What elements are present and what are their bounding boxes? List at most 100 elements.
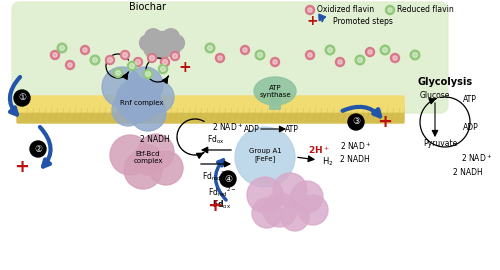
Circle shape	[128, 62, 136, 70]
Circle shape	[162, 59, 168, 65]
Text: ATP: ATP	[285, 125, 299, 134]
Circle shape	[127, 67, 163, 103]
Circle shape	[120, 50, 130, 59]
Circle shape	[102, 67, 142, 107]
Circle shape	[124, 151, 162, 189]
Circle shape	[281, 203, 309, 231]
Circle shape	[270, 58, 280, 66]
Text: Etf-Bcd
complex: Etf-Bcd complex	[133, 151, 163, 164]
Circle shape	[380, 45, 390, 55]
FancyBboxPatch shape	[17, 107, 404, 123]
Circle shape	[168, 35, 184, 51]
Ellipse shape	[254, 77, 296, 105]
Text: Fd$_{\rm red}$$^{2-}$: Fd$_{\rm red}$$^{2-}$	[208, 185, 236, 199]
Text: ATP
synthase: ATP synthase	[259, 85, 291, 97]
Circle shape	[148, 53, 156, 62]
Circle shape	[146, 72, 150, 76]
Text: 2 NADH: 2 NADH	[140, 136, 170, 144]
Circle shape	[162, 29, 180, 46]
Text: +: +	[208, 197, 222, 215]
Circle shape	[308, 53, 312, 57]
Circle shape	[144, 69, 152, 79]
Circle shape	[208, 46, 212, 50]
Circle shape	[138, 134, 174, 170]
Circle shape	[205, 43, 215, 53]
Text: Fd$_{\rm ox}$: Fd$_{\rm ox}$	[212, 199, 232, 211]
Text: Pyruvate: Pyruvate	[423, 139, 457, 148]
Circle shape	[328, 48, 332, 52]
Circle shape	[258, 52, 262, 58]
Circle shape	[92, 58, 98, 62]
Circle shape	[220, 171, 236, 187]
Circle shape	[388, 8, 392, 12]
Circle shape	[170, 52, 179, 60]
Circle shape	[30, 141, 46, 157]
Circle shape	[160, 66, 166, 72]
Circle shape	[133, 145, 163, 175]
Text: +: +	[14, 158, 30, 176]
Text: 2 NADH: 2 NADH	[453, 168, 483, 177]
FancyBboxPatch shape	[270, 91, 280, 109]
Circle shape	[50, 50, 59, 59]
Circle shape	[243, 48, 247, 52]
Circle shape	[306, 50, 314, 59]
Circle shape	[114, 69, 122, 77]
Text: ①: ①	[18, 93, 26, 103]
Circle shape	[336, 58, 344, 66]
Circle shape	[80, 46, 90, 55]
Text: Promoted steps: Promoted steps	[333, 16, 393, 25]
Circle shape	[410, 50, 420, 60]
Circle shape	[134, 58, 142, 66]
Text: Glucose: Glucose	[420, 91, 450, 100]
Text: 2 NAD$^+$: 2 NAD$^+$	[212, 121, 243, 133]
Text: Oxidized flavin: Oxidized flavin	[317, 5, 374, 15]
Circle shape	[263, 193, 297, 227]
Circle shape	[122, 52, 128, 58]
Circle shape	[116, 78, 160, 122]
Circle shape	[255, 50, 265, 60]
Circle shape	[136, 59, 140, 65]
Circle shape	[110, 135, 150, 175]
Circle shape	[273, 60, 277, 64]
Circle shape	[308, 8, 312, 12]
Circle shape	[144, 29, 162, 46]
Text: Fd$_{\rm ox}$: Fd$_{\rm ox}$	[207, 133, 225, 146]
Circle shape	[154, 44, 170, 59]
Circle shape	[218, 56, 222, 60]
Circle shape	[247, 177, 283, 213]
Circle shape	[142, 81, 174, 113]
Text: 2 NAD$^+$: 2 NAD$^+$	[340, 140, 371, 152]
Text: 2 NADH: 2 NADH	[340, 155, 370, 164]
Circle shape	[106, 56, 114, 65]
Circle shape	[68, 63, 72, 67]
FancyBboxPatch shape	[17, 96, 404, 112]
Circle shape	[338, 60, 342, 64]
Text: ④: ④	[224, 174, 232, 184]
Circle shape	[348, 114, 364, 130]
Text: ②: ②	[34, 144, 42, 154]
Circle shape	[53, 53, 57, 57]
Circle shape	[382, 48, 388, 52]
Text: ATP: ATP	[463, 95, 477, 104]
Circle shape	[140, 35, 156, 51]
Circle shape	[130, 63, 134, 69]
Circle shape	[112, 94, 144, 126]
Circle shape	[368, 50, 372, 54]
Circle shape	[235, 127, 295, 187]
Circle shape	[57, 43, 67, 53]
Circle shape	[165, 42, 180, 57]
Circle shape	[90, 55, 100, 65]
Text: +: +	[306, 14, 318, 28]
Circle shape	[130, 95, 166, 131]
Text: Glycolysis: Glycolysis	[418, 77, 472, 87]
Circle shape	[66, 60, 74, 69]
Circle shape	[386, 5, 394, 15]
Text: ③: ③	[352, 117, 360, 127]
Text: ADP: ADP	[244, 125, 260, 134]
Circle shape	[291, 181, 323, 213]
Circle shape	[14, 90, 30, 106]
Circle shape	[150, 56, 154, 60]
Text: Reduced flavin: Reduced flavin	[397, 5, 454, 15]
Circle shape	[355, 55, 365, 65]
Text: 2 NAD$^+$: 2 NAD$^+$	[461, 152, 492, 164]
